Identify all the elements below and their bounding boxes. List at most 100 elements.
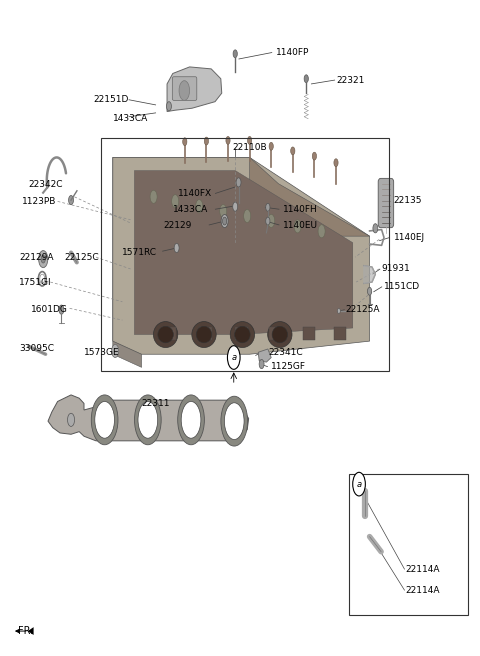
Text: 22114A: 22114A bbox=[406, 586, 440, 595]
Ellipse shape bbox=[248, 136, 252, 144]
Bar bbox=[235, 327, 248, 340]
Ellipse shape bbox=[138, 401, 157, 438]
Text: 1601DG: 1601DG bbox=[31, 305, 68, 314]
Ellipse shape bbox=[95, 401, 114, 438]
Ellipse shape bbox=[196, 326, 212, 343]
Polygon shape bbox=[364, 266, 375, 283]
Ellipse shape bbox=[259, 359, 264, 369]
Ellipse shape bbox=[353, 472, 365, 496]
Text: 1573GE: 1573GE bbox=[84, 348, 120, 358]
Ellipse shape bbox=[244, 209, 251, 222]
Text: 1571RC: 1571RC bbox=[122, 248, 157, 257]
Ellipse shape bbox=[158, 326, 173, 343]
Ellipse shape bbox=[304, 75, 308, 83]
Ellipse shape bbox=[235, 326, 250, 343]
Ellipse shape bbox=[226, 136, 230, 144]
Text: 1433CA: 1433CA bbox=[113, 113, 148, 123]
Ellipse shape bbox=[233, 50, 237, 58]
Polygon shape bbox=[48, 395, 249, 441]
Polygon shape bbox=[134, 171, 353, 335]
Text: 22341C: 22341C bbox=[269, 348, 303, 357]
Ellipse shape bbox=[204, 137, 208, 145]
Text: 1751GI: 1751GI bbox=[19, 277, 52, 287]
Ellipse shape bbox=[134, 395, 161, 445]
Bar bbox=[334, 327, 347, 340]
Text: 1125GF: 1125GF bbox=[271, 362, 306, 371]
FancyBboxPatch shape bbox=[172, 77, 197, 100]
Ellipse shape bbox=[236, 421, 242, 434]
Ellipse shape bbox=[266, 203, 270, 211]
Ellipse shape bbox=[69, 195, 73, 205]
Ellipse shape bbox=[172, 195, 179, 208]
Text: 1140FH: 1140FH bbox=[283, 205, 318, 214]
Text: a: a bbox=[357, 480, 361, 489]
Text: 22151D: 22151D bbox=[94, 95, 129, 104]
Text: 22129A: 22129A bbox=[19, 253, 54, 262]
Text: 22342C: 22342C bbox=[29, 180, 63, 190]
Ellipse shape bbox=[272, 326, 288, 343]
Ellipse shape bbox=[68, 413, 74, 426]
Ellipse shape bbox=[179, 81, 190, 100]
Ellipse shape bbox=[334, 159, 338, 167]
Ellipse shape bbox=[269, 142, 273, 150]
Text: 22125C: 22125C bbox=[65, 253, 99, 262]
Text: 1140EU: 1140EU bbox=[283, 220, 318, 230]
Ellipse shape bbox=[91, 395, 118, 445]
Polygon shape bbox=[113, 157, 370, 354]
Text: 1140FP: 1140FP bbox=[276, 48, 310, 57]
FancyBboxPatch shape bbox=[378, 178, 394, 228]
Bar bbox=[199, 327, 212, 340]
Ellipse shape bbox=[221, 215, 228, 228]
Ellipse shape bbox=[268, 215, 275, 228]
Ellipse shape bbox=[294, 220, 301, 233]
Text: FR.: FR. bbox=[18, 626, 34, 636]
Ellipse shape bbox=[230, 321, 254, 348]
Ellipse shape bbox=[183, 138, 187, 146]
Polygon shape bbox=[167, 67, 222, 112]
Text: 22321: 22321 bbox=[336, 75, 364, 85]
Polygon shape bbox=[113, 157, 278, 184]
Ellipse shape bbox=[225, 403, 244, 440]
Polygon shape bbox=[250, 157, 370, 236]
Ellipse shape bbox=[181, 401, 201, 438]
Ellipse shape bbox=[268, 321, 292, 348]
Bar bbox=[269, 327, 282, 340]
Text: a: a bbox=[231, 353, 236, 362]
Ellipse shape bbox=[318, 224, 325, 238]
Ellipse shape bbox=[221, 396, 248, 446]
Text: 1123PB: 1123PB bbox=[22, 197, 56, 206]
Ellipse shape bbox=[220, 205, 227, 218]
Text: 22135: 22135 bbox=[394, 195, 422, 205]
Bar bbox=[163, 327, 176, 340]
Text: 22311: 22311 bbox=[142, 399, 170, 408]
Text: 22129: 22129 bbox=[163, 220, 192, 230]
Ellipse shape bbox=[236, 178, 241, 187]
Bar bbox=[101, 138, 389, 371]
Ellipse shape bbox=[154, 321, 178, 348]
Text: 1151CD: 1151CD bbox=[384, 282, 420, 291]
Ellipse shape bbox=[41, 255, 45, 263]
Ellipse shape bbox=[192, 321, 216, 348]
Text: 22110B: 22110B bbox=[233, 143, 267, 152]
Ellipse shape bbox=[266, 217, 270, 225]
Polygon shape bbox=[113, 157, 142, 367]
Ellipse shape bbox=[223, 217, 227, 225]
Ellipse shape bbox=[196, 199, 203, 213]
Bar bbox=[349, 474, 468, 615]
Text: 1140FX: 1140FX bbox=[178, 189, 212, 198]
Ellipse shape bbox=[312, 152, 316, 160]
Ellipse shape bbox=[337, 308, 340, 314]
Ellipse shape bbox=[368, 287, 372, 295]
Ellipse shape bbox=[228, 346, 240, 369]
Text: 1433CA: 1433CA bbox=[173, 205, 208, 214]
Ellipse shape bbox=[291, 147, 295, 155]
Ellipse shape bbox=[38, 251, 48, 268]
Polygon shape bbox=[258, 349, 271, 362]
Ellipse shape bbox=[174, 243, 179, 253]
Bar bbox=[302, 327, 315, 340]
Ellipse shape bbox=[167, 102, 171, 111]
Text: 22114A: 22114A bbox=[406, 565, 440, 574]
Text: 1140EJ: 1140EJ bbox=[394, 233, 425, 242]
Text: 22125A: 22125A bbox=[346, 305, 380, 314]
Ellipse shape bbox=[233, 202, 238, 211]
